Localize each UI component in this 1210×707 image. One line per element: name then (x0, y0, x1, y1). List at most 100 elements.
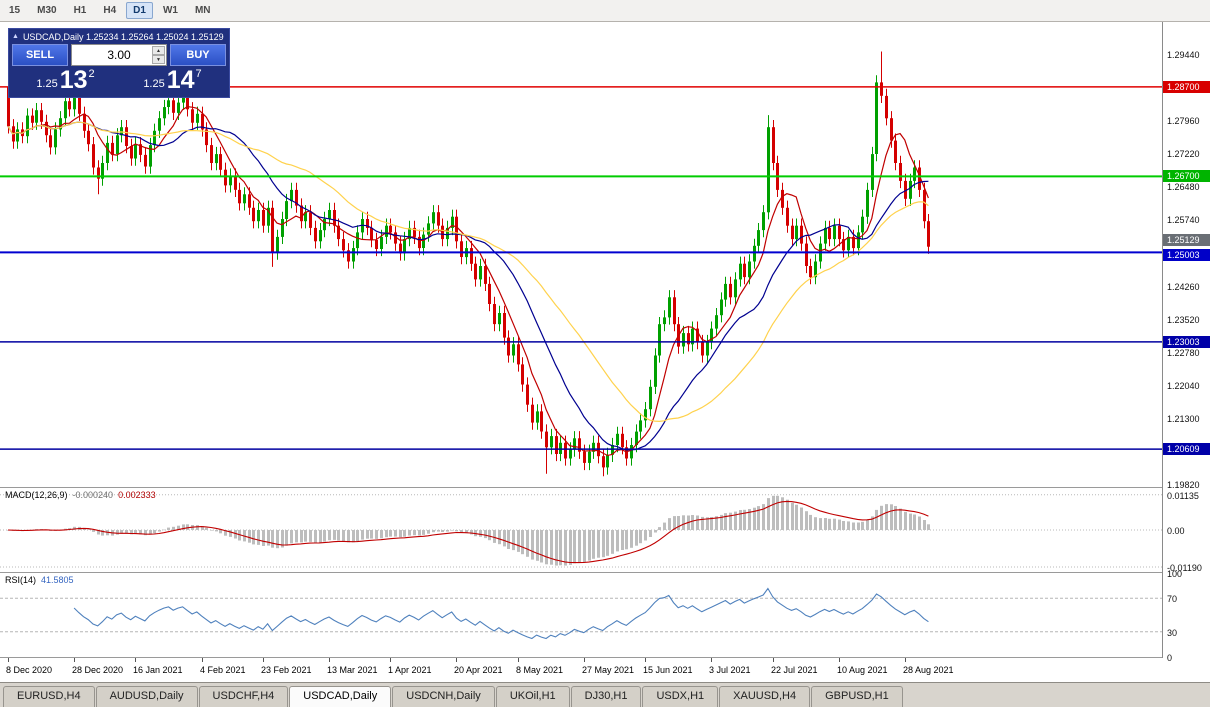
time-tick-label: 28 Aug 2021 (903, 665, 954, 675)
price-tag-1.23003: 1.23003 (1163, 336, 1210, 348)
rsi-pane (0, 573, 1162, 657)
sell-button[interactable]: SELL (12, 44, 68, 66)
buy-price-prefix: 1.25 (143, 78, 165, 90)
rsi-title: RSI(14) (5, 575, 37, 585)
price-axis[interactable]: 1.29440 1.27960 1.27220 1.26480 1.25740 1.242… (1162, 22, 1210, 663)
time-tick (263, 658, 264, 662)
chart-tab-DJ30-H1[interactable]: DJ30,H1 (570, 686, 642, 707)
timeframe-button-W1[interactable]: W1 (162, 5, 178, 16)
bid-ask-display: 1.25 13 2 1.25 14 7 (12, 68, 226, 93)
time-tick (518, 658, 519, 662)
rsi-header: RSI(14) 41.5805 (5, 575, 74, 585)
sell-price-sup: 2 (88, 68, 95, 80)
one-click-trading-panel: ▲ USDCAD,Daily 1.25234 1.25264 1.25024 1… (8, 28, 230, 98)
price-scale-label: 1.22040 (1167, 381, 1200, 391)
chart-tab-AUDUSD-Daily[interactable]: AUDUSD,Daily (95, 686, 198, 707)
timeframe-button-H1[interactable]: H1 (73, 5, 87, 16)
chart-tab-USDCAD-Daily[interactable]: USDCAD,Daily (289, 686, 392, 707)
macd-pane (0, 488, 1162, 572)
macd-title: MACD(12,26,9) (5, 490, 68, 500)
candles-layer (7, 51, 930, 477)
rsi-scale-label: 0 (1167, 653, 1173, 663)
buy-price-sup: 7 (195, 68, 202, 80)
timeframe-button-M30[interactable]: M30 (37, 5, 57, 16)
time-tick-label: 1 Apr 2021 (388, 665, 432, 675)
chart-tab-UKOil-H1[interactable]: UKOil,H1 (495, 686, 570, 707)
lot-increase-button[interactable]: ▲ (152, 46, 165, 55)
price-tag-1.26700: 1.26700 (1163, 170, 1210, 182)
lot-size-input[interactable]: 3.00 ▲ ▼ (71, 44, 167, 66)
pane-separator[interactable] (0, 572, 1210, 573)
time-tick-label: 20 Apr 2021 (454, 665, 503, 675)
rsi-value: 41.5805 (41, 575, 74, 585)
price-scale-label: 1.27960 (1167, 116, 1200, 126)
time-tick-label: 22 Jul 2021 (771, 665, 818, 675)
chart-tab-GBPUSD-H1[interactable]: GBPUSD,H1 (811, 686, 903, 707)
macd-histogram (7, 495, 930, 566)
time-tick-label: 13 Mar 2021 (327, 665, 378, 675)
candlestick-chart[interactable] (0, 22, 1162, 487)
price-tag-1.25129: 1.25129 (1163, 234, 1210, 246)
buy-price-display: 1.25 14 7 (119, 68, 226, 93)
time-tick-label: 15 Jun 2021 (643, 665, 693, 675)
ma-7-line (7, 105, 929, 457)
collapse-panel-icon[interactable]: ▲ (12, 33, 19, 40)
macd-chart (0, 494, 1162, 568)
lot-decrease-button[interactable]: ▼ (152, 55, 165, 64)
pane-separator[interactable] (0, 487, 1210, 488)
chart-tab-USDX-H1[interactable]: USDX,H1 (642, 686, 719, 707)
chart-tab-bar: EURUSD,H4 AUDUSD,Daily USDCHF,H4 USDCAD,Dai… (0, 682, 1210, 707)
lot-spinner: ▲ ▼ (152, 46, 165, 64)
time-tick (202, 658, 203, 662)
macd-scale-label: -0.01190 (1167, 563, 1202, 573)
price-tag-1.20609: 1.20609 (1163, 443, 1210, 455)
time-tick-label: 23 Feb 2021 (261, 665, 312, 675)
price-scale-label: 1.21300 (1167, 414, 1200, 424)
rsi-line (73, 587, 929, 640)
sell-price-big: 13 (59, 66, 88, 94)
time-tick (74, 658, 75, 662)
trade-controls-row: SELL 3.00 ▲ ▼ BUY (12, 44, 226, 66)
timeframe-button-H4[interactable]: H4 (103, 5, 117, 16)
sell-price-prefix: 1.25 (36, 78, 58, 90)
chart-tab-USDCNH-Daily[interactable]: USDCNH,Daily (392, 686, 495, 707)
buy-button[interactable]: BUY (170, 44, 226, 66)
price-scale-label: 1.22780 (1167, 348, 1200, 358)
ma-34-line (7, 121, 929, 423)
time-tick (329, 658, 330, 662)
lot-size-value: 3.00 (107, 48, 131, 62)
time-tick-label: 27 May 2021 (582, 665, 635, 675)
chart-tab-EURUSD-H4[interactable]: EURUSD,H4 (3, 686, 95, 707)
ma-18-line (7, 121, 929, 451)
rsi-chart (0, 587, 1162, 640)
price-scale-label: 1.23520 (1167, 315, 1200, 325)
macd-main-value: -0.000240 (72, 490, 114, 500)
price-scale-label: 1.25740 (1167, 215, 1200, 225)
macd-header: MACD(12,26,9) -0.000240 0.002333 (5, 490, 156, 500)
pane-separator (0, 657, 1210, 658)
price-scale-label: 1.29440 (1167, 50, 1200, 60)
time-axis[interactable]: 8 Dec 2020 28 Dec 2020 16 Jan 2021 4 Feb 20… (0, 658, 1210, 682)
price-scale-label: 1.24260 (1167, 282, 1200, 292)
chart-tab-USDCHF-H4[interactable]: USDCHF,H4 (198, 686, 289, 707)
timeframe-button-15[interactable]: 15 (9, 5, 21, 16)
symbol-ohlc-header: ▲ USDCAD,Daily 1.25234 1.25264 1.25024 1… (12, 30, 226, 43)
timeframe-button-MN[interactable]: MN (194, 5, 211, 16)
time-tick (839, 658, 840, 662)
macd-signal-value: 0.002333 (118, 490, 156, 500)
chart-tab-XAUUSD-H4[interactable]: XAUUSD,H4 (719, 686, 811, 707)
time-tick-label: 28 Dec 2020 (72, 665, 124, 675)
time-tick-label: 8 May 2021 (516, 665, 564, 675)
macd-signal-line (7, 500, 929, 564)
time-tick-label: 10 Aug 2021 (837, 665, 888, 675)
time-tick (456, 658, 457, 662)
timeframe-button-D1[interactable]: D1 (126, 2, 153, 19)
macd-scale-label: 0.00 (1167, 526, 1185, 536)
time-tick-label: 4 Feb 2021 (200, 665, 246, 675)
timeframe-toolbar: 15 M30 H1 H4 D1 W1 MN (0, 0, 1210, 22)
time-tick (905, 658, 906, 662)
price-chart-pane[interactable] (0, 22, 1162, 487)
macd-scale-label: 0.01135 (1167, 491, 1199, 501)
sell-price-display: 1.25 13 2 (12, 68, 119, 93)
